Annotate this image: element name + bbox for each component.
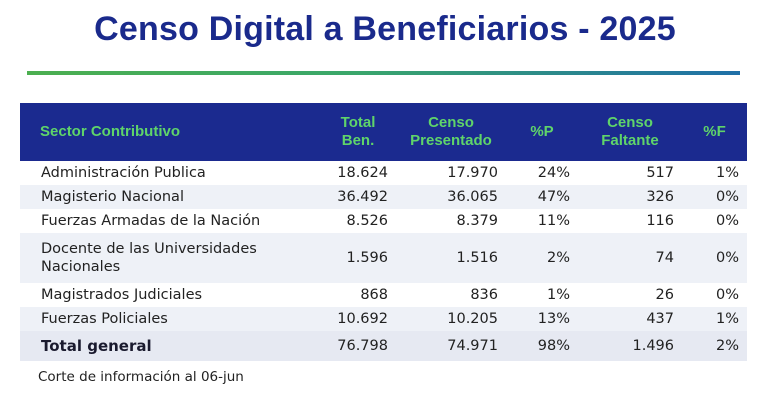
header-census-presented: Censo Presentado (396, 103, 506, 161)
cell-presented: 36.065 (447, 189, 498, 205)
header-total-beneficiaries: Total Ben. (320, 103, 396, 161)
table-row: Administración Publica 18.624 17.970 24%… (20, 161, 747, 185)
table-row: Docente de las Universidades Nacionales … (20, 233, 747, 283)
table-header-row: Sector Contributivo Total Ben. Censo Prese… (20, 103, 747, 161)
table-row: Magisterio Nacional 36.492 36.065 47% 32… (20, 185, 747, 209)
cell-pct-p: 47% (537, 189, 570, 205)
cell-missing: 437 (646, 311, 674, 327)
cell-presented: 10.205 (447, 311, 498, 327)
header-sector: Sector Contributivo (40, 123, 181, 140)
cell-missing: 116 (646, 213, 674, 229)
cell-pct-f: 0% (715, 213, 739, 229)
cell-total: 868 (360, 287, 388, 303)
cell-total: 36.492 (337, 189, 388, 205)
cell-pct-f: 0% (715, 189, 739, 205)
cell-pct-f: 1% (715, 311, 739, 327)
header-pct-missing: %F (703, 123, 726, 140)
cell-missing: 26 (655, 287, 674, 303)
census-table: Sector Contributivo Total Ben. Censo Prese… (20, 103, 747, 361)
total-row: Total general 76.798 74.971 98% 1.496 2% (20, 331, 747, 361)
cell-presented: 17.970 (447, 165, 498, 181)
header-missing-line1: Censo (607, 114, 653, 131)
header-total-line2: Ben. (341, 132, 375, 149)
cell-total: 8.526 (346, 213, 388, 229)
cell-total-label: Total general (41, 337, 152, 355)
table-row: Fuerzas Armadas de la Nación 8.526 8.379… (20, 209, 747, 233)
table-row: Magistrados Judiciales 868 836 1% 26 0% (20, 283, 747, 307)
cell-sector: Fuerzas Policiales (41, 311, 168, 327)
cell-pct-f: 2% (715, 338, 739, 354)
page-title: Censo Digital a Beneficiarios - 2025 (94, 10, 676, 48)
header-presented-line2: Presentado (410, 132, 492, 149)
cell-pct-f: 1% (715, 165, 739, 181)
header-presented-line1: Censo (428, 114, 474, 131)
table-row: Fuerzas Policiales 10.692 10.205 13% 437… (20, 307, 747, 331)
cell-pct-f: 0% (715, 287, 739, 303)
cell-pct-p: 24% (537, 165, 570, 181)
cell-missing: 1.496 (632, 338, 674, 354)
cell-presented: 74.971 (447, 338, 498, 354)
header-total-line1: Total (340, 114, 376, 131)
header-missing-line2: Faltante (601, 132, 659, 149)
cell-presented: 1.516 (456, 250, 498, 266)
cell-missing: 517 (646, 165, 674, 181)
cell-total: 10.692 (337, 311, 388, 327)
cell-presented: 8.379 (456, 213, 498, 229)
cell-pct-f: 0% (715, 250, 739, 266)
cell-total: 1.596 (346, 250, 388, 266)
cell-sector: Fuerzas Armadas de la Nación (41, 213, 261, 229)
cell-sector: Magisterio Nacional (41, 189, 184, 205)
cell-sector: Magistrados Judiciales (41, 287, 203, 303)
header-census-missing: Censo Faltante (578, 103, 682, 161)
cell-missing: 74 (655, 250, 674, 266)
cell-sector: Docente de las Universidades Nacionales (41, 241, 257, 275)
cell-pct-p: 2% (546, 250, 570, 266)
header-pct-presented: %P (530, 123, 554, 140)
cell-pct-p: 13% (537, 311, 570, 327)
cell-total: 18.624 (337, 165, 388, 181)
cell-pct-p: 11% (537, 213, 570, 229)
footnote: Corte de información al 06-jun (38, 369, 244, 385)
title-divider (27, 71, 740, 75)
cell-total: 76.798 (337, 338, 388, 354)
cell-pct-p: 98% (537, 338, 570, 354)
cell-missing: 326 (646, 189, 674, 205)
cell-sector: Administración Publica (41, 165, 206, 181)
cell-pct-p: 1% (546, 287, 570, 303)
cell-presented: 836 (470, 287, 498, 303)
